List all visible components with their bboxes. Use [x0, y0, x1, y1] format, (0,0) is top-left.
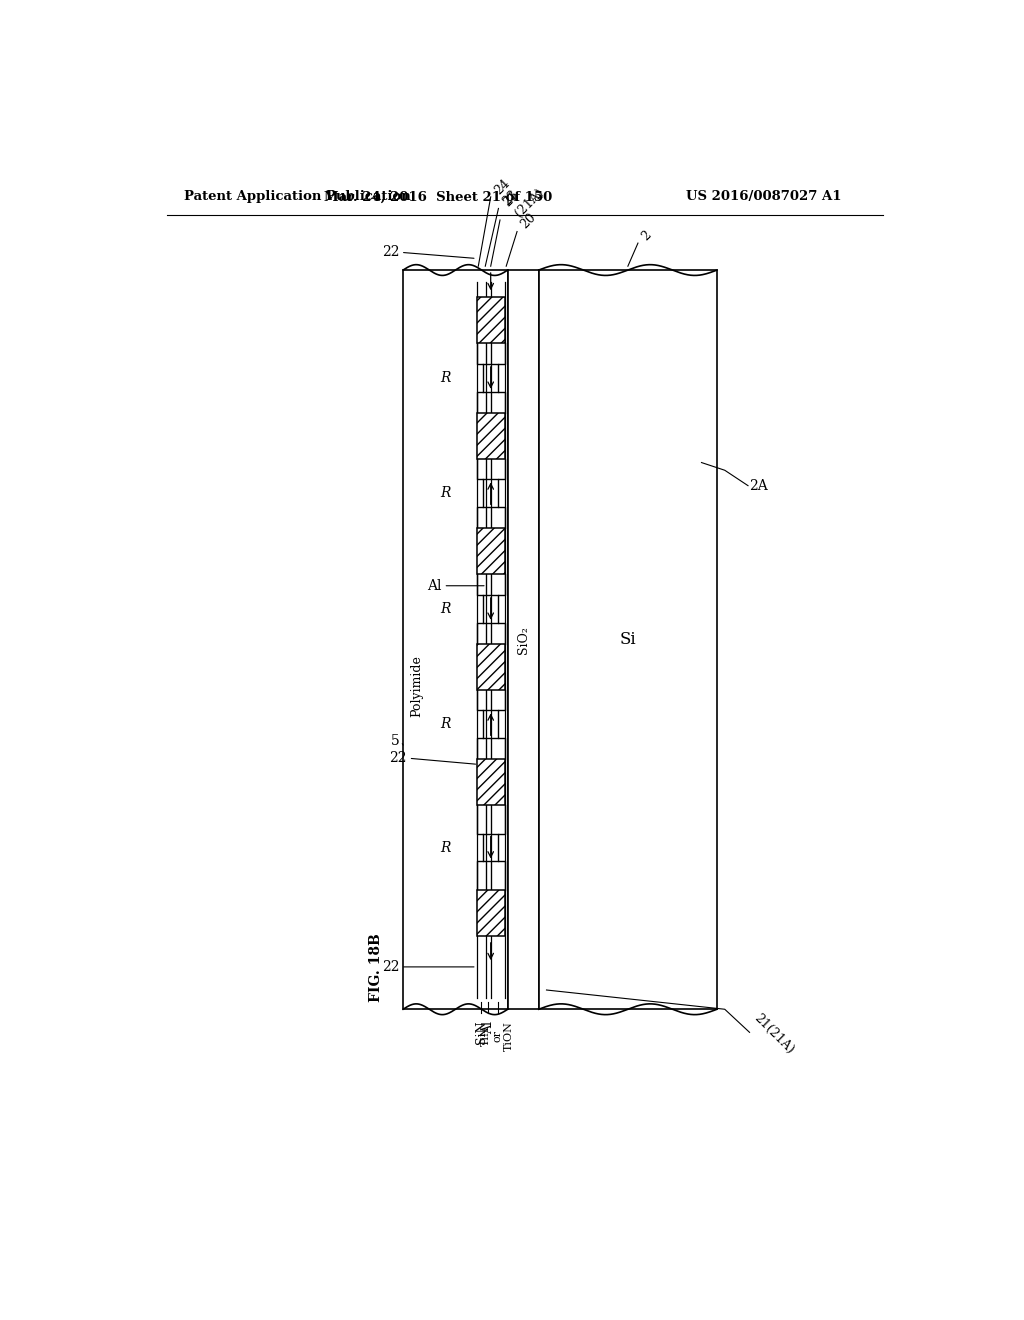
Text: US 2016/0087027 A1: US 2016/0087027 A1 [686, 190, 842, 203]
Text: R: R [440, 602, 451, 616]
Text: 21(21A): 21(21A) [751, 1011, 796, 1056]
Text: R: R [440, 841, 451, 854]
Text: R: R [440, 717, 451, 731]
Bar [539, 271, 717, 1010]
Text: FIG. 18B: FIG. 18B [369, 933, 383, 1002]
Text: Si: Si [620, 631, 636, 648]
Text: 23: 23 [500, 187, 520, 209]
Text: Patent Application Publication: Patent Application Publication [183, 190, 411, 203]
Text: Al: Al [482, 1020, 495, 1034]
Text: SiN: SiN [475, 1020, 487, 1044]
Bar [477, 890, 505, 936]
Text: 22: 22 [382, 960, 399, 974]
Bar [477, 528, 505, 574]
Text: 21
(21A): 21 (21A) [502, 176, 546, 220]
Text: 22: 22 [382, 246, 399, 259]
Text: 24: 24 [493, 177, 513, 197]
Text: Al: Al [427, 578, 442, 593]
Text: 2: 2 [640, 228, 654, 243]
Bar [477, 297, 505, 343]
Text: 22: 22 [389, 751, 407, 766]
Bar [477, 759, 505, 805]
Bar [403, 271, 508, 1010]
Text: 2A: 2A [750, 479, 768, 492]
Bar [477, 412, 505, 459]
Text: SiO₂: SiO₂ [517, 626, 529, 653]
Text: R: R [440, 486, 451, 500]
Bar [508, 271, 539, 1010]
Text: TiN
or
TiON: TiN or TiON [481, 1020, 514, 1051]
Text: Polyimide: Polyimide [411, 655, 424, 717]
Text: 20: 20 [518, 211, 539, 231]
Text: 5: 5 [390, 734, 399, 748]
Bar [477, 644, 505, 689]
Text: Mar. 24, 2016  Sheet 21 of 150: Mar. 24, 2016 Sheet 21 of 150 [324, 190, 552, 203]
Text: R: R [440, 371, 451, 385]
